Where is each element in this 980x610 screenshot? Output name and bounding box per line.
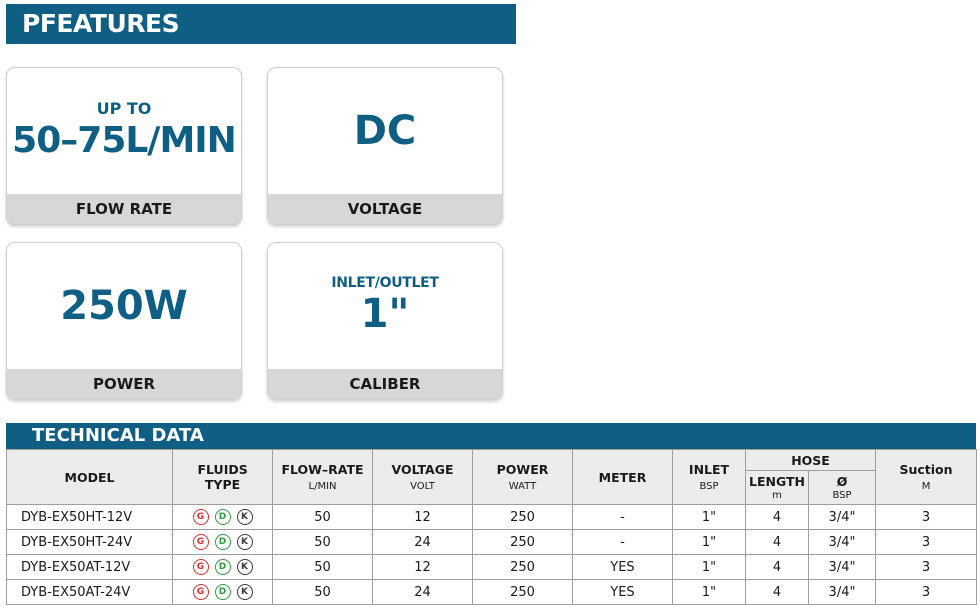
cell-suction: 3 [875,554,978,580]
feature-card-voltage: DC VOLTAGE [267,67,503,225]
caliber-value: 1" [360,291,410,337]
cell-voltage: 12 [372,554,473,580]
cell-voltage: 24 [372,529,473,555]
cell-inlet: 1" [672,579,746,605]
cell-suction: 3 [875,579,978,605]
cell-meter: - [572,529,673,555]
caliber-label: CALIBER [268,369,502,399]
features-banner: PFEATURES [6,4,516,44]
table-row: DYB-EX50AT-12V G D K 50 12 250 YES 1" 4 3/4" 3 [6,554,978,580]
power-value: 250W [60,283,188,329]
cell-voltage: 24 [372,579,473,605]
fluid-d-icon: D [214,509,231,525]
cell-model: DYB-EX50HT-24V [6,529,173,555]
features-title: PFEATURES [22,9,180,38]
cell-meter: YES [572,554,673,580]
header-hose-length: LENGTH m [745,470,809,505]
fluid-k-icon: K [236,584,253,600]
cell-flow: 50 [272,554,373,580]
cell-length: 4 [745,554,809,580]
header-fluids-type: FLUIDS TYPE [172,449,273,505]
cell-length: 4 [745,504,809,530]
technical-data-table: MODEL FLUIDS TYPE FLOW–RATE L/MIN VOLTAGE… [6,449,978,605]
cell-flow: 50 [272,504,373,530]
flow-rate-label: FLOW RATE [7,194,241,224]
cell-model: DYB-EX50HT-12V [6,504,173,530]
power-label: POWER [7,369,241,399]
cell-flow: 50 [272,579,373,605]
cell-power: 250 [472,554,573,580]
cell-power: 250 [472,529,573,555]
cell-inlet: 1" [672,554,746,580]
header-voltage: VOLTAGE VOLT [372,449,473,505]
feature-card-flow-rate: UP TO 50–75L/MIN FLOW RATE [6,67,242,225]
header-flow-rate: FLOW–RATE L/MIN [272,449,373,505]
technical-data-banner: TECHNICAL DATA [6,423,976,449]
fluid-k-icon: K [236,559,253,575]
cell-model: DYB-EX50AT-12V [6,554,173,580]
fluid-g-icon: G [192,584,209,600]
cell-model: DYB-EX50AT-24V [6,579,173,605]
cell-meter: - [572,504,673,530]
cell-power: 250 [472,579,573,605]
cell-power: 250 [472,504,573,530]
voltage-value: DC [353,108,417,154]
table-row: DYB-EX50HT-12V G D K 50 12 250-1" 4 3/4" 3 [6,504,978,530]
cell-diameter: 3/4" [807,554,877,580]
cell-inlet: 1" [672,529,746,555]
fluid-d-icon: D [214,584,231,600]
fluid-k-icon: K [236,534,253,550]
header-hose-diameter: Ø BSP [807,470,877,505]
technical-data-title: TECHNICAL DATA [32,425,204,446]
flow-rate-prefix: UP TO [96,99,152,118]
cell-length: 4 [745,579,809,605]
cell-inlet: 1" [672,504,746,530]
cell-flow: 50 [272,529,373,555]
header-suction: Suction M [875,449,978,505]
header-inlet: INLET BSP [672,449,746,505]
cell-diameter: 3/4" [807,579,877,605]
voltage-label: VOLTAGE [268,194,502,224]
header-meter: METER [572,449,673,505]
flow-rate-value: 50–75L/MIN [12,120,237,161]
table-row: DYB-EX50HT-24V G D K 50 24 250-1" 4 3/4" 3 [6,529,978,555]
cell-suction: 3 [875,504,978,530]
fluid-d-icon: D [214,534,231,550]
table-row: DYB-EX50AT-24V G D K 50 24 250 YES 1" 4 3/4" 3 [6,579,978,605]
cell-length: 4 [745,529,809,555]
feature-card-caliber: INLET/OUTLET 1" CALIBER [267,242,503,400]
fluid-d-icon: D [214,559,231,575]
header-power: POWER WATT [472,449,573,505]
cell-voltage: 12 [372,504,473,530]
cell-suction: 3 [875,529,978,555]
header-hose: HOSE [744,449,877,471]
fluid-g-icon: G [192,509,209,525]
fluid-g-icon: G [192,559,209,575]
feature-card-power: 250W POWER [6,242,242,400]
cell-meter: YES [572,579,673,605]
cell-diameter: 3/4" [807,529,877,555]
caliber-prefix: INLET/OUTLET [331,275,439,291]
fluid-g-icon: G [192,534,209,550]
cell-diameter: 3/4" [807,504,877,530]
fluid-k-icon: K [236,509,253,525]
header-model: MODEL [6,449,173,505]
